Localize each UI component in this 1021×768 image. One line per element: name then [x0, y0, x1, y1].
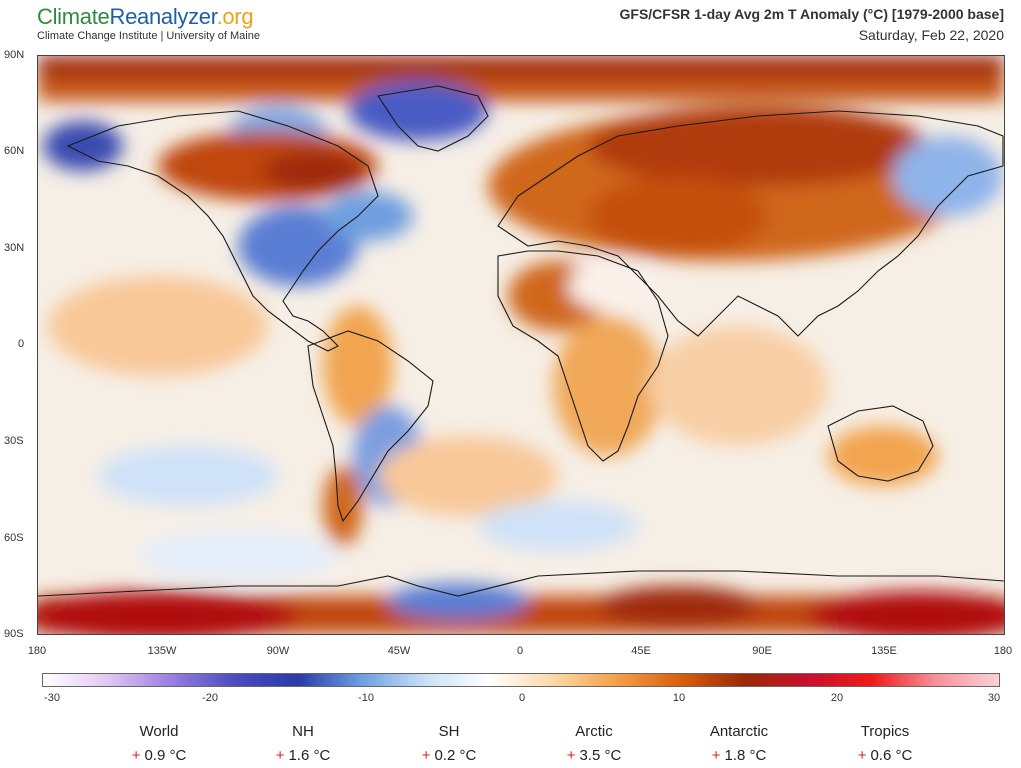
- stat-nh-value: 1.6 °C: [288, 747, 331, 764]
- plus-icon: +: [421, 747, 431, 764]
- stat-nh: NH +1.6 °C: [238, 723, 368, 764]
- lat-label-0: 0: [18, 338, 25, 350]
- colorbar-label-10: 10: [672, 692, 686, 704]
- lon-label-135e: 135E: [871, 645, 897, 657]
- lat-label-30n: 30N: [4, 242, 25, 254]
- lon-label-180e: 180: [993, 645, 1013, 657]
- colorbar-label-minus30: -30: [44, 692, 60, 704]
- lat-label-30s: 30S: [4, 435, 24, 447]
- stat-world-value: 0.9 °C: [144, 747, 187, 764]
- stat-antarctic-value: 1.8 °C: [724, 747, 767, 764]
- stat-tropics-value: 0.6 °C: [870, 747, 913, 764]
- tagline: Climate Change Institute | University of…: [37, 30, 260, 42]
- stat-antarctic-label: Antarctic: [709, 723, 769, 740]
- australia-coast: [827, 405, 934, 482]
- plus-icon: +: [275, 747, 285, 764]
- stat-sh: SH +0.2 °C: [384, 723, 514, 764]
- stat-arctic: Arctic +3.5 °C: [529, 723, 659, 764]
- logo-part-climate: Climate: [37, 4, 110, 29]
- stat-tropics: Tropics +0.6 °C: [820, 723, 950, 764]
- lon-label-0: 0: [516, 645, 524, 657]
- stat-tropics-label: Tropics: [860, 723, 910, 740]
- colorbar-label-30: 30: [987, 692, 1001, 704]
- lon-label-90e: 90E: [752, 645, 772, 657]
- lat-label-60s: 60S: [4, 532, 24, 544]
- stat-sh-label: SH: [438, 723, 460, 740]
- antarctica-coast: [38, 570, 1004, 597]
- plus-icon: +: [566, 747, 576, 764]
- plus-icon: +: [857, 747, 867, 764]
- logo-part-reanalyzer: Reanalyzer: [109, 4, 217, 29]
- lat-label-90n: 90N: [4, 49, 25, 61]
- lon-label-45e: 45E: [631, 645, 651, 657]
- colorbar: [42, 673, 1000, 687]
- map-title: GFS/CFSR 1-day Avg 2m T Anomaly (°C) [19…: [619, 6, 1005, 22]
- logo[interactable]: ClimateReanalyzer.org: [37, 4, 254, 30]
- lon-label-90w: 90W: [266, 645, 290, 657]
- map-date: Saturday, Feb 22, 2020: [858, 27, 1004, 43]
- stat-world-label: World: [139, 723, 179, 740]
- lat-label-60n: 60N: [4, 145, 25, 157]
- lon-label-180w: 180: [27, 645, 47, 657]
- coastlines: [38, 85, 1004, 597]
- greenland-coast: [377, 85, 489, 152]
- colorbar-label-0: 0: [518, 692, 526, 704]
- stat-arctic-label: Arctic: [575, 723, 613, 740]
- colorbar-label-minus10: -10: [358, 692, 374, 704]
- stat-arctic-value: 3.5 °C: [579, 747, 622, 764]
- plus-icon: +: [131, 747, 141, 764]
- anomaly-field: [38, 56, 1004, 634]
- lon-label-135w: 135W: [147, 645, 177, 657]
- anomaly-map-svg: [38, 56, 1004, 634]
- stat-world: World +0.9 °C: [94, 723, 224, 764]
- africa-coast: [497, 250, 669, 462]
- colorbar-label-20: 20: [830, 692, 844, 704]
- stat-nh-label: NH: [292, 723, 314, 740]
- plus-icon: +: [711, 747, 721, 764]
- north-america-coast: [66, 110, 379, 352]
- lon-label-45w: 45W: [387, 645, 411, 657]
- colorbar-label-minus20: -20: [202, 692, 218, 704]
- lat-label-90s: 90S: [4, 628, 24, 640]
- stat-antarctic: Antarctic +1.8 °C: [674, 723, 804, 764]
- logo-part-org: .org: [216, 4, 254, 29]
- stat-sh-value: 0.2 °C: [434, 747, 477, 764]
- anomaly-map: [37, 55, 1005, 635]
- south-america-coast: [307, 330, 434, 523]
